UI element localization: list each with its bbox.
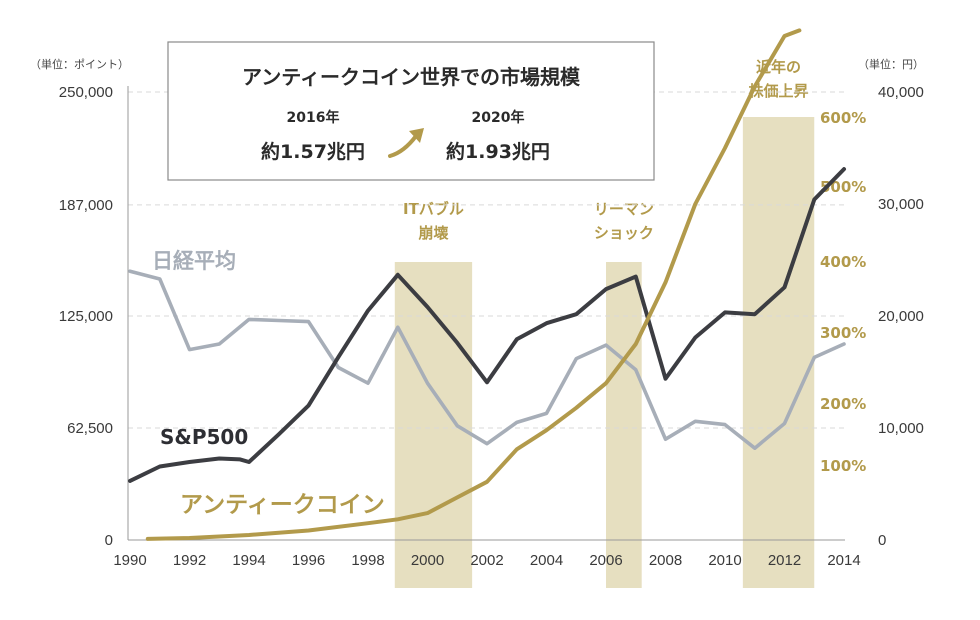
left-tick-label: 250,000 [59, 84, 113, 101]
right-axis-unit: （単位：円） [858, 57, 924, 71]
percent-tick-label: 300% [820, 324, 866, 342]
percent-tick-label: 400% [820, 253, 866, 271]
right-tick-label: 30,000 [878, 196, 924, 213]
info-value-end: 約1.93兆円 [446, 140, 550, 163]
highlight-band-label: リーマン [594, 200, 654, 218]
left-tick-label: 187,000 [59, 197, 113, 214]
percent-tick-label: 200% [820, 395, 866, 413]
series-line-nikkei [128, 269, 846, 451]
axes: 250,000 187,000 125,000 62,500 0 40,000 30,000… [59, 84, 924, 569]
x-tick-label: 1990 [113, 552, 146, 569]
x-tick-label: 1996 [292, 552, 325, 569]
series-line-antique-coin [145, 28, 802, 541]
info-year-end: 2020年 [472, 109, 525, 126]
right-tick-label: 0 [878, 532, 886, 549]
highlight-band-label: 崩壊 [418, 224, 448, 242]
x-tick-label: 1992 [173, 552, 206, 569]
series-label-nikkei: 日経平均 [152, 249, 236, 273]
highlight-band-label: ITバブル [403, 200, 464, 218]
info-box: アンティークコイン世界での市場規模 2016年 約1.57兆円 2020年 約1… [167, 41, 655, 181]
highlight-band [742, 117, 815, 588]
highlight-band-label: 株価上昇 [749, 82, 809, 100]
growth-arrow-icon [388, 128, 424, 158]
right-tick-label: 10,000 [878, 420, 924, 437]
x-tick-label: 2014 [827, 552, 860, 569]
info-year-start: 2016年 [287, 109, 340, 126]
x-tick-label: 2008 [649, 552, 682, 569]
left-tick-label: 62,500 [67, 420, 113, 437]
info-box-frame [167, 41, 655, 181]
series-line-sp500 [128, 167, 846, 483]
x-tick-label: 2010 [708, 552, 741, 569]
right-tick-label: 20,000 [878, 308, 924, 325]
series-label-sp500: S&P500 [160, 425, 248, 449]
percent-tick-label: 100% [820, 457, 866, 475]
info-value-start: 約1.57兆円 [261, 140, 365, 163]
chart-title: アンティークコイン世界での市場規模 [242, 65, 581, 89]
left-axis-unit: （単位：ポイント） [30, 57, 129, 71]
x-tick-label: 1998 [351, 552, 384, 569]
x-tick-label: 1994 [232, 552, 265, 569]
x-tick-label: 2012 [768, 552, 801, 569]
highlight-band [606, 262, 642, 588]
highlight-band-label: ショック [594, 224, 654, 242]
x-tick-label: 2004 [530, 552, 563, 569]
percent-tick-label: 600% [820, 109, 866, 127]
series-label-antique-coin: アンティークコイン [180, 492, 385, 518]
x-tick-label: 2002 [470, 552, 503, 569]
highlight-band [394, 262, 473, 588]
x-tick-label: 2000 [411, 552, 444, 569]
right-tick-label: 40,000 [878, 84, 924, 101]
left-tick-label: 125,000 [59, 308, 113, 325]
series-lines [128, 28, 846, 541]
x-tick-label: 2006 [589, 552, 622, 569]
left-tick-label: 0 [105, 532, 113, 549]
